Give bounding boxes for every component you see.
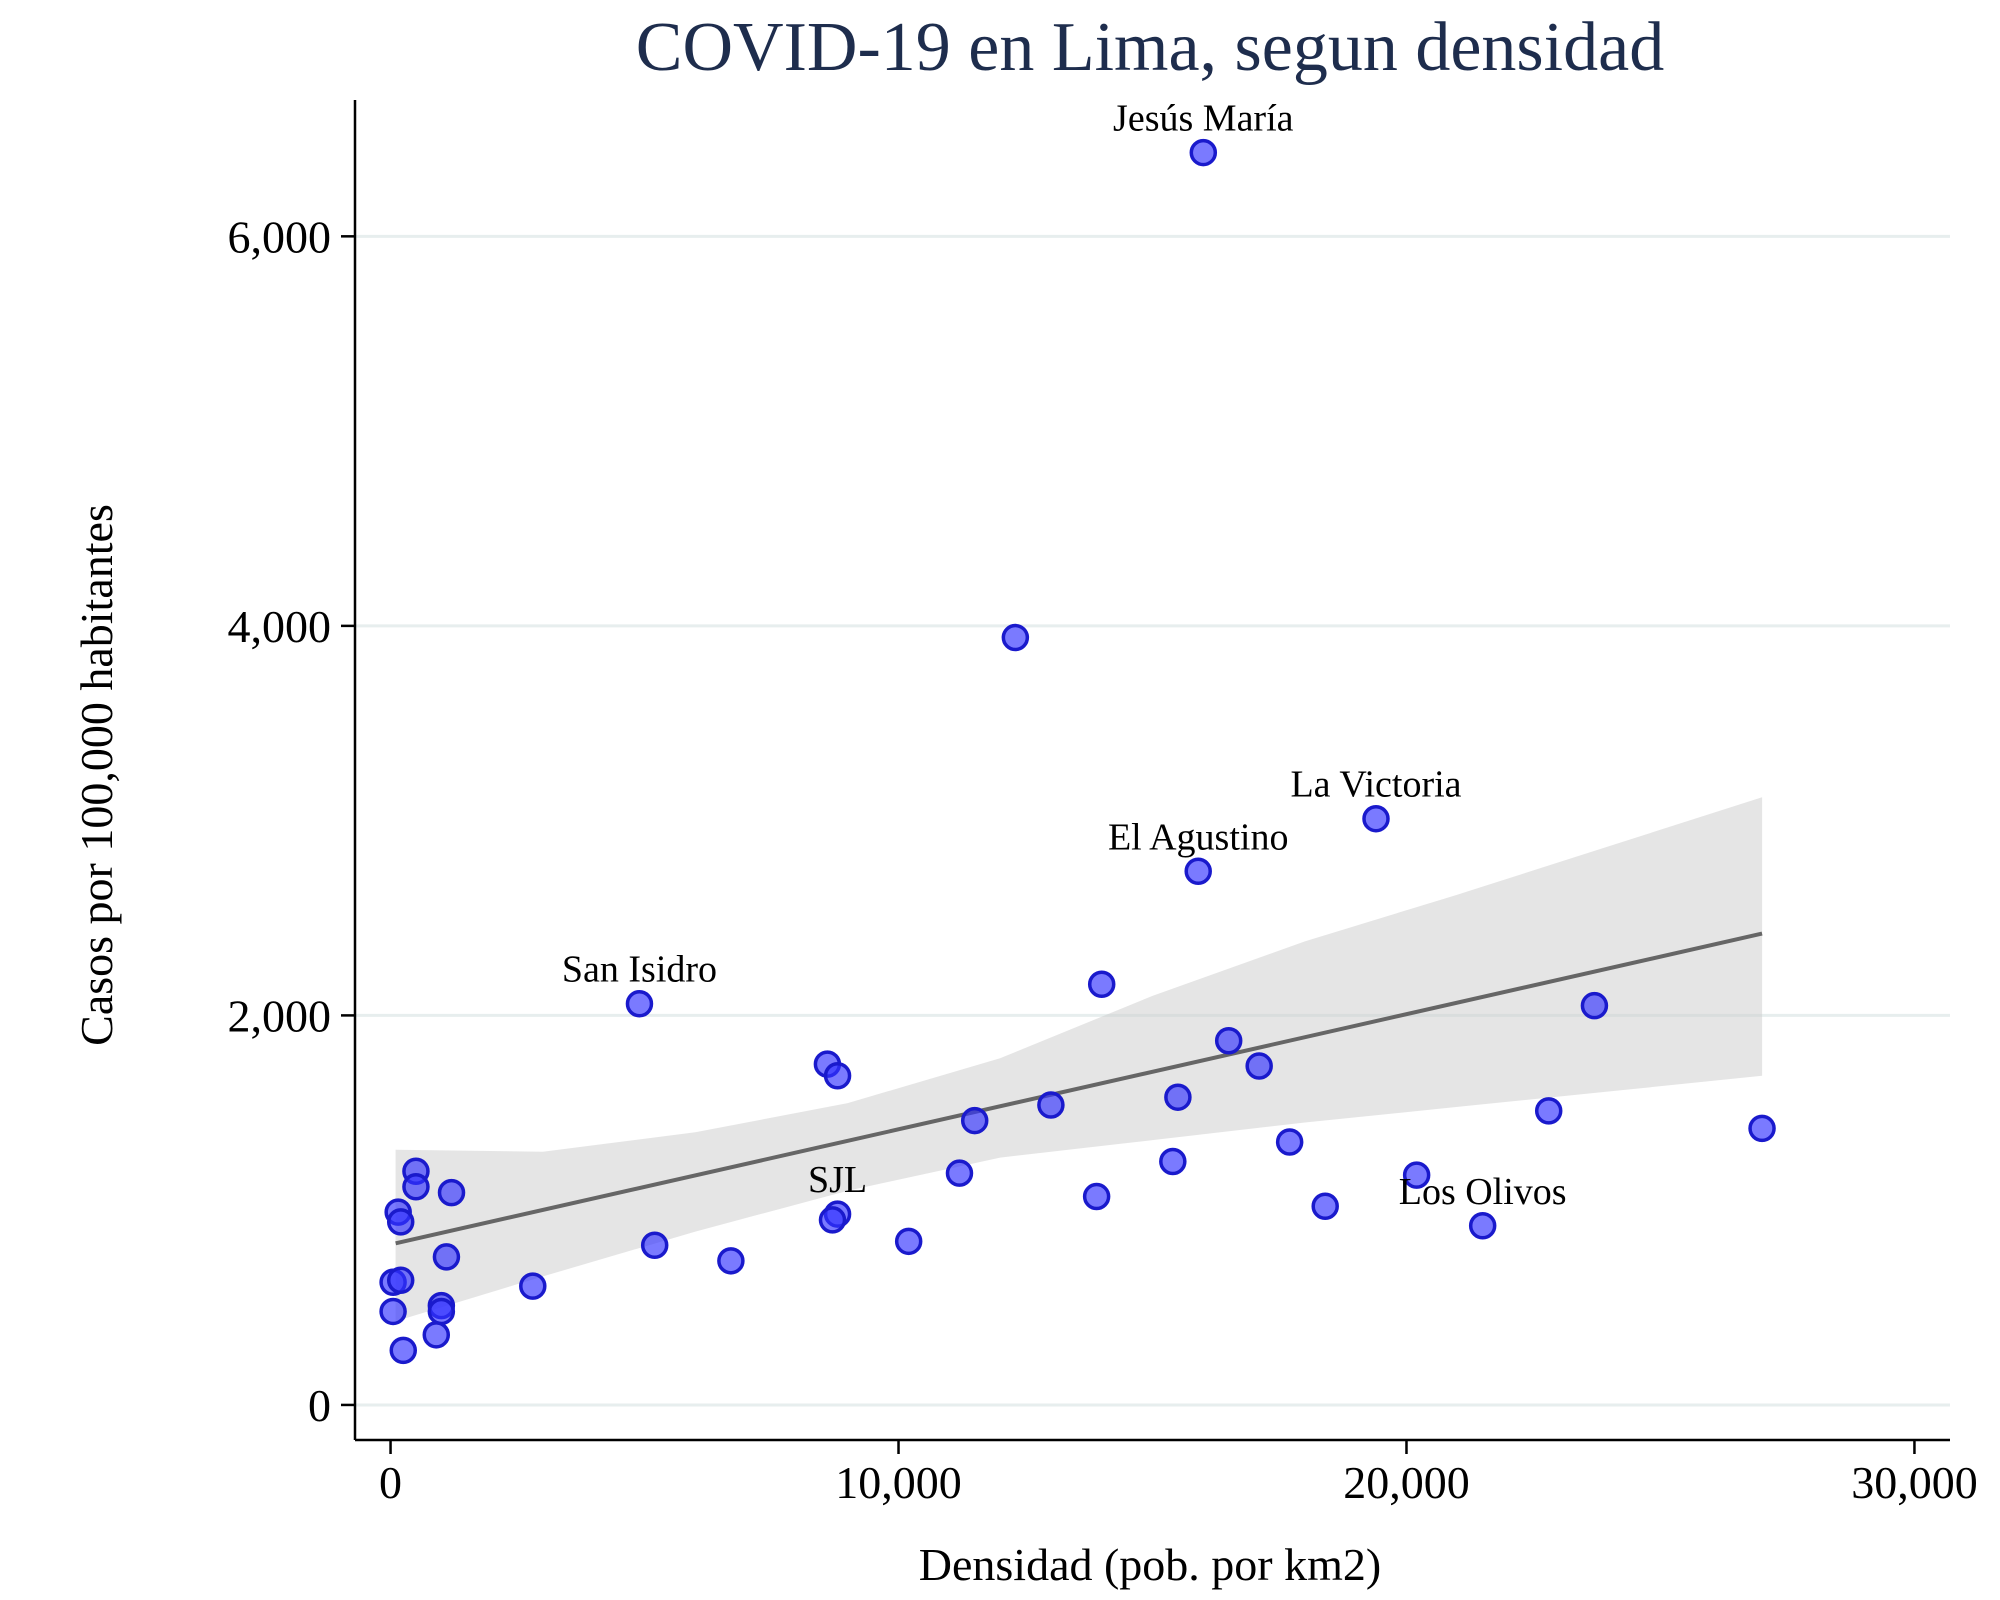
confidence-band-area: [395, 797, 1763, 1322]
data-point: [1037, 1091, 1065, 1119]
data-point: [1082, 1182, 1111, 1211]
data-point: [1402, 1161, 1431, 1189]
data-point: [1001, 623, 1030, 652]
data-point: [1748, 1114, 1776, 1143]
x-tick-label: 20,000: [1343, 1457, 1470, 1508]
x-tick-label: 30,000: [1851, 1457, 1978, 1508]
data-point: [386, 1208, 415, 1236]
data-point: [960, 1106, 989, 1135]
data-point: [1159, 1147, 1187, 1176]
y-tick-label: 0: [308, 1380, 331, 1431]
data-point: [625, 989, 654, 1018]
point-label: Jesús María: [1113, 98, 1294, 140]
point-label: La Victoria: [1290, 764, 1461, 806]
tick-labels: 0 2,000 4,000 6,000 0 10,000 20,000 30,000: [228, 211, 1978, 1508]
data-point: [1087, 970, 1116, 998]
data-point: [386, 1266, 415, 1295]
axes: [341, 100, 1950, 1454]
chart-title: COVID-19 en Lima, segun densidad: [636, 9, 1664, 86]
y-axis-label: Casos por 100,000 habitantes: [71, 504, 122, 1046]
data-point: [1245, 1052, 1273, 1080]
fit-line-group: [395, 931, 1763, 1246]
fit-line: [395, 931, 1763, 1246]
data-point: [1164, 1083, 1192, 1111]
data-point: [1311, 1192, 1339, 1221]
data-point: [1214, 1026, 1243, 1055]
data-point: [1184, 857, 1212, 886]
data-point: [389, 1336, 418, 1365]
data-point: [717, 1247, 745, 1275]
data-points: [379, 138, 1776, 1365]
data-point: [823, 1062, 852, 1090]
data-point: [519, 1272, 547, 1300]
data-point: [945, 1159, 974, 1187]
data-point: [379, 1297, 407, 1326]
y-tick-label: 2,000: [228, 990, 332, 1041]
data-point: [1362, 804, 1390, 833]
x-tick-label: 10,000: [835, 1457, 962, 1508]
y-tick-label: 4,000: [228, 601, 332, 652]
confidence-band: [395, 797, 1763, 1322]
point-label: Los Olivos: [1399, 1171, 1567, 1213]
point-label: El Agustino: [1108, 816, 1289, 858]
data-point: [432, 1243, 461, 1271]
data-point: [427, 1297, 456, 1326]
data-point: [1275, 1128, 1304, 1156]
y-tick-label: 6,000: [228, 211, 332, 262]
data-point: [437, 1178, 466, 1207]
data-point: [1580, 991, 1609, 1020]
data-point: [1468, 1212, 1497, 1240]
data-point: [818, 1206, 847, 1234]
data-point: [640, 1231, 669, 1259]
data-point: [894, 1227, 923, 1256]
data-point: [1189, 138, 1218, 167]
data-point: [402, 1173, 430, 1201]
data-point: [1534, 1097, 1563, 1125]
point-label: SJL: [808, 1159, 867, 1201]
x-tick-label: 0: [379, 1457, 402, 1508]
point-label: San Isidro: [562, 949, 717, 991]
x-axis-label: Densidad (pob. por km2): [919, 1539, 1381, 1590]
data-point: [422, 1321, 451, 1349]
